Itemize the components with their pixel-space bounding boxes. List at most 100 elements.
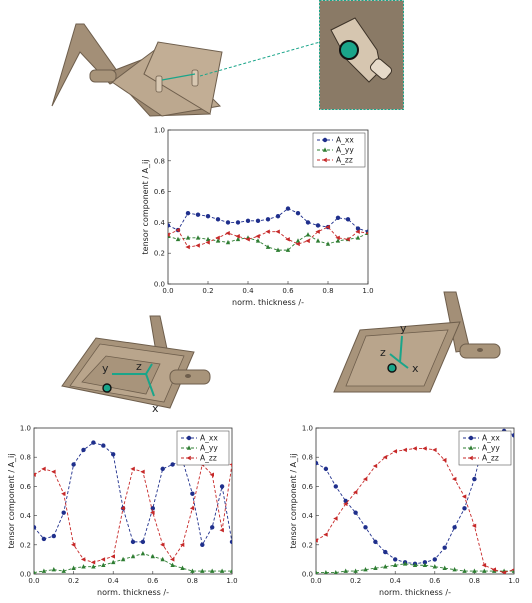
x-tick-label: 0.6 xyxy=(429,577,441,585)
data-point-xx xyxy=(130,539,136,545)
x-tick-label: 0.4 xyxy=(390,577,402,585)
data-point-xx xyxy=(81,447,86,453)
data-point-xx xyxy=(462,506,467,511)
data-point-xx xyxy=(315,223,321,228)
chart-bottom-left: 0.0 0.2 0.4 0.6 0.8 1.0 0.0 0.2 0.4 0.6 0.8 1.0 norm… xyxy=(7,425,238,598)
legend-label-yy: A_yy xyxy=(200,444,218,453)
left-axis-x-label: x xyxy=(152,402,159,415)
data-point-zz xyxy=(392,449,397,454)
right-axis-x-label: x xyxy=(412,362,419,375)
y-tick-label: 0.0 xyxy=(154,281,165,289)
data-point-zz xyxy=(195,243,200,248)
series-yy xyxy=(168,230,368,252)
data-point-yy xyxy=(195,235,201,240)
series-yy xyxy=(34,550,232,574)
data-point-yy xyxy=(393,562,398,568)
legend-label-zz: A_zz xyxy=(336,156,353,165)
data-point-zz xyxy=(215,235,220,240)
x-tick-label: 0.8 xyxy=(469,577,480,585)
data-point-zz xyxy=(471,523,477,529)
data-point-xx xyxy=(200,542,205,547)
data-point-zz xyxy=(275,229,280,234)
data-point-zz xyxy=(491,567,496,572)
data-point-xx xyxy=(168,223,171,228)
data-point-xx xyxy=(355,226,361,231)
y-tick-label: 1.0 xyxy=(20,425,31,433)
x-tick-label: 0.0 xyxy=(28,577,39,585)
data-point-xx xyxy=(140,539,146,545)
series-xx xyxy=(168,206,368,234)
data-point-yy xyxy=(210,568,215,573)
plate-part-coordinate-frame-icon-right: y z x xyxy=(333,291,501,393)
data-point-xx xyxy=(71,462,76,467)
legend-marker-yy xyxy=(468,445,474,450)
y-tick-label: 0.4 xyxy=(302,512,314,520)
data-point-zz xyxy=(71,542,76,547)
data-point-zz xyxy=(315,229,320,234)
data-point-zz xyxy=(225,230,230,236)
data-point-xx xyxy=(255,218,261,224)
data-point-zz xyxy=(461,494,467,499)
data-point-xx xyxy=(333,484,338,489)
legend-marker-xx xyxy=(468,435,474,441)
left-axis-z-label: z xyxy=(136,360,142,373)
left-axis-y-label: y xyxy=(102,362,109,375)
data-point-yy xyxy=(111,559,116,565)
data-point-yy xyxy=(353,568,358,573)
legend-label-yy: A_yy xyxy=(482,444,500,453)
data-point-zz xyxy=(511,568,514,571)
data-point-yy xyxy=(120,556,126,562)
data-point-zz xyxy=(412,446,417,451)
legend-label-xx: A_xx xyxy=(336,136,354,145)
data-point-yy xyxy=(205,236,211,242)
legend-marker-zz xyxy=(322,157,327,163)
x-tick-label: 0.6 xyxy=(147,577,159,585)
right-axis-y-label: y xyxy=(400,322,407,335)
data-point-zz xyxy=(185,244,190,250)
data-point-xx xyxy=(210,525,215,530)
data-point-xx xyxy=(295,210,301,216)
ribbed-plate-part-icon xyxy=(51,23,321,117)
data-point-yy xyxy=(402,561,408,566)
legend-label-xx: A_xx xyxy=(200,434,218,443)
data-point-xx xyxy=(219,484,225,489)
data-point-zz xyxy=(481,563,487,568)
data-point-zz xyxy=(160,542,165,547)
data-point-zz xyxy=(168,232,170,237)
y-tick-label: 0.6 xyxy=(154,188,166,196)
data-point-xx xyxy=(353,510,358,515)
data-point-zz xyxy=(422,446,427,451)
y-tick-label: 0.2 xyxy=(154,250,165,258)
data-point-yy xyxy=(325,241,331,246)
data-point-zz xyxy=(41,466,46,472)
series-line-yy xyxy=(316,563,514,573)
y-tick-label: 0.0 xyxy=(302,571,313,579)
legend: A_xxA_yyA_zz xyxy=(176,430,230,466)
data-point-xx xyxy=(101,443,106,448)
data-point-xx xyxy=(422,560,428,565)
data-point-zz xyxy=(205,240,210,245)
data-point-yy xyxy=(422,562,428,568)
data-point-zz xyxy=(34,472,36,477)
data-point-xx xyxy=(316,460,319,466)
data-point-zz xyxy=(219,528,224,533)
data-point-yy xyxy=(275,247,281,252)
data-point-zz xyxy=(140,469,145,474)
data-point-xx xyxy=(305,220,311,225)
data-point-xx xyxy=(285,206,291,211)
data-point-yy xyxy=(41,568,47,573)
data-point-zz xyxy=(355,229,360,234)
data-point-yy xyxy=(51,567,56,572)
data-point-xx xyxy=(442,545,447,550)
data-point-yy xyxy=(170,562,175,568)
data-point-yy xyxy=(150,553,155,559)
data-point-yy xyxy=(190,568,195,573)
x-tick-label: 0.2 xyxy=(202,287,213,295)
data-point-zz xyxy=(335,235,340,240)
data-point-yy xyxy=(333,569,338,574)
zoomed-hole-insert-icon xyxy=(319,0,404,110)
data-point-xx xyxy=(34,525,37,530)
data-point-xx xyxy=(383,549,388,555)
x-tick-label: 0.6 xyxy=(282,287,294,295)
data-point-zz xyxy=(170,557,175,562)
